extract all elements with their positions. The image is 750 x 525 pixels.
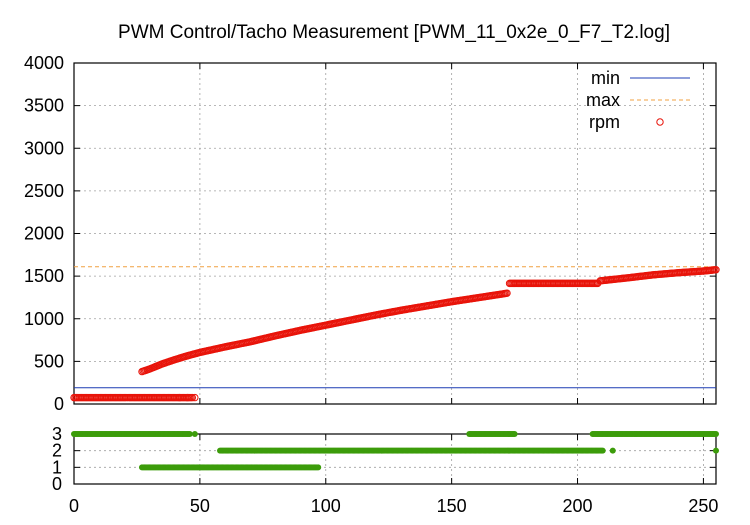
y-tick-label: 1 — [52, 457, 62, 477]
y-tick-label: 3500 — [24, 96, 64, 116]
y-tick-label: 2 — [52, 441, 62, 461]
x-tick-label: 0 — [69, 496, 79, 516]
state-point — [191, 431, 198, 437]
rpm-point — [188, 393, 197, 402]
state-point — [599, 447, 606, 454]
state-point — [315, 464, 322, 471]
rpm-point — [712, 266, 720, 274]
y-tick-label: 2500 — [24, 181, 64, 201]
legend-label: rpm — [589, 112, 620, 132]
top-axis-ticks: 0 500 1000 1500 2000 2500 3000 3500 4000 — [24, 53, 716, 414]
state-point — [609, 447, 616, 454]
y-tick-label: 1000 — [24, 309, 64, 329]
x-tick-label: 50 — [190, 496, 210, 516]
x-tick-label: 150 — [437, 496, 467, 516]
y-tick-label: 4000 — [24, 53, 64, 73]
state-point — [511, 431, 518, 437]
legend-swatch-rpm — [656, 118, 664, 126]
y-tick-label: 2000 — [24, 224, 64, 244]
y-tick-label: 3 — [52, 424, 62, 444]
bottom-plot-area — [73, 433, 717, 485]
state-point — [713, 431, 719, 437]
x-tick-label: 250 — [688, 496, 718, 516]
top-grid — [74, 63, 716, 404]
chart-title: PWM Control/Tacho Measurement [PWM_11_0x… — [118, 22, 670, 43]
rpm-point — [503, 289, 511, 297]
y-tick-label: 1500 — [24, 266, 64, 286]
rpm-point — [176, 393, 184, 402]
bottom-plot-marks — [71, 431, 719, 471]
y-tick-label: 3000 — [24, 138, 64, 158]
x-tick-label: 100 — [311, 496, 341, 516]
y-tick-label: 0 — [54, 394, 64, 414]
rpm-point — [191, 393, 199, 402]
top-plot-marks — [70, 266, 720, 402]
state-point — [713, 447, 719, 454]
legend-label: max — [586, 90, 620, 110]
y-tick-label: 500 — [34, 351, 64, 371]
state-point — [186, 431, 193, 437]
y-tick-label: 0 — [52, 474, 62, 494]
rpm-point — [183, 393, 191, 402]
legend-label: min — [591, 68, 620, 88]
x-tick-label: 200 — [563, 496, 593, 516]
bottom-grid — [74, 434, 716, 484]
